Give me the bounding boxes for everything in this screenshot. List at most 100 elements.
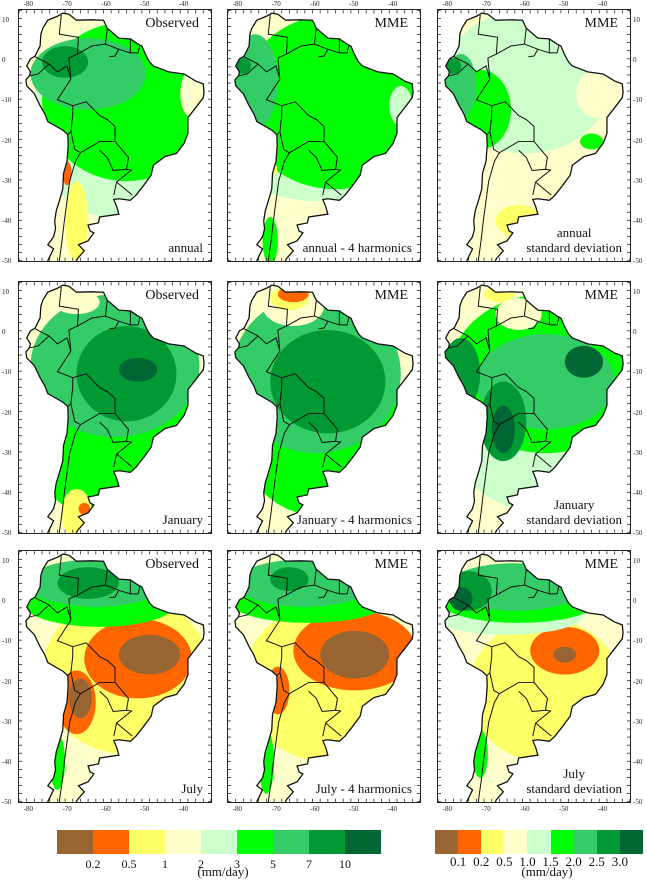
lat-tick-label: -20 [633, 408, 643, 417]
country-border [322, 709, 342, 737]
lat-tick-label: -10 [633, 637, 643, 646]
country-border [286, 28, 317, 55]
precip-contour-region [580, 133, 604, 150]
country-border [116, 453, 133, 468]
country-border [308, 141, 338, 171]
lat-tick-label: -30 [633, 176, 643, 185]
precip-contour-region [564, 345, 604, 378]
country-border [113, 440, 133, 468]
country-border [265, 350, 283, 408]
lon-tick-label: -70 [271, 0, 281, 8]
precip-contour-region [258, 730, 275, 794]
colorbar-swatch [458, 830, 482, 854]
colorbar-swatch [237, 830, 273, 854]
lon-tick-label: -60 [101, 805, 111, 813]
country-border [56, 78, 74, 136]
country-border [29, 604, 50, 618]
panel-label: July - 4 harmonics [316, 781, 412, 796]
panel-label: January standard deviation [526, 497, 622, 527]
colorbar-swatch [619, 830, 643, 854]
country-border [238, 604, 259, 618]
lon-tick-label: -70 [481, 805, 491, 813]
lon-tick-label: -50 [349, 805, 359, 813]
panel-label-line: standard deviation [526, 512, 622, 527]
lat-tick-label: 10 [633, 16, 640, 25]
colorbar-swatch [573, 830, 597, 854]
country-border [34, 287, 80, 352]
country-border [496, 300, 527, 327]
colorbar-tick-label: 1 [162, 857, 168, 871]
country-border [448, 604, 469, 618]
country-border [116, 181, 133, 196]
map-svg [438, 282, 630, 533]
map-svg [19, 551, 211, 802]
country-border [70, 642, 116, 695]
lon-tick-label: -50 [349, 0, 359, 8]
panel-title: MME [584, 557, 618, 572]
colorbar-swatch [596, 830, 620, 854]
country-border [243, 15, 289, 80]
country-border [58, 152, 81, 261]
colorbar-swatch [201, 830, 237, 854]
panel-label: annual [168, 240, 203, 255]
lat-tick-label: -30 [2, 717, 12, 726]
lon-tick-label: -60 [520, 0, 530, 8]
country-border [243, 287, 289, 352]
lon-tick-label: -40 [387, 805, 398, 813]
lat-tick-label: -20 [633, 677, 643, 686]
lat-tick-label: -40 [633, 757, 643, 766]
lat-tick-label: -10 [633, 96, 643, 105]
lon-tick-label: -70 [62, 0, 72, 8]
colorbar-tick-label: 0.2 [473, 854, 490, 869]
lat-tick-label: -20 [2, 136, 12, 145]
country-border [130, 317, 141, 326]
country-border [265, 78, 283, 136]
lat-tick-label: 0 [2, 597, 6, 606]
lat-tick-label: -40 [633, 488, 643, 497]
lat-tick-label: -20 [2, 677, 12, 686]
precip-contour-region [266, 666, 290, 715]
mean-colorbar [57, 830, 381, 854]
country-border [518, 413, 548, 443]
panel-label: annual standard deviation [526, 225, 622, 255]
lon-tick-label: -50 [559, 0, 569, 8]
lat-tick-label: -50 [2, 529, 12, 537]
coastline [234, 12, 414, 261]
colorbar-swatch [309, 830, 345, 854]
country-border [113, 709, 133, 737]
lon-tick-label: -40 [597, 0, 608, 8]
country-border [314, 584, 329, 599]
panel-label-line: January [162, 512, 203, 527]
map-panel-january-observed: Observed January [18, 281, 212, 534]
precip-contour-region [262, 216, 278, 261]
lon-tick-label: -60 [310, 0, 320, 8]
country-border [130, 45, 141, 54]
colorbar-tick-label: 0.1 [449, 854, 467, 869]
country-border [58, 693, 81, 802]
colorbar-swatch [435, 830, 459, 854]
panel-label-line: standard deviation [526, 781, 622, 796]
lon-tick-label: -50 [559, 805, 569, 813]
country-border [477, 424, 500, 533]
country-border [535, 722, 552, 737]
map-svg [228, 10, 420, 261]
lat-tick-label: -30 [2, 448, 12, 457]
country-border [532, 168, 552, 196]
panel-label-line: standard deviation [526, 240, 622, 255]
lat-tick-label: 0 [2, 328, 6, 337]
panel-label-line: annual [556, 225, 592, 240]
lat-tick-label: 10 [633, 557, 640, 566]
country-border [105, 584, 120, 599]
lon-tick-label: -80 [232, 805, 242, 813]
country-border [489, 642, 535, 695]
precip-contour-region [118, 634, 181, 675]
country-border [99, 141, 129, 171]
map-panel-january-sd: MME January standard deviation [437, 281, 631, 534]
map-svg [228, 551, 420, 802]
country-border [130, 586, 141, 595]
panel-label-line: July [563, 766, 585, 781]
lon-tick-label: -60 [101, 0, 111, 8]
country-border [70, 101, 116, 154]
lat-tick-label: 10 [2, 557, 9, 566]
panel-label-line: July - 4 harmonics [315, 781, 412, 796]
